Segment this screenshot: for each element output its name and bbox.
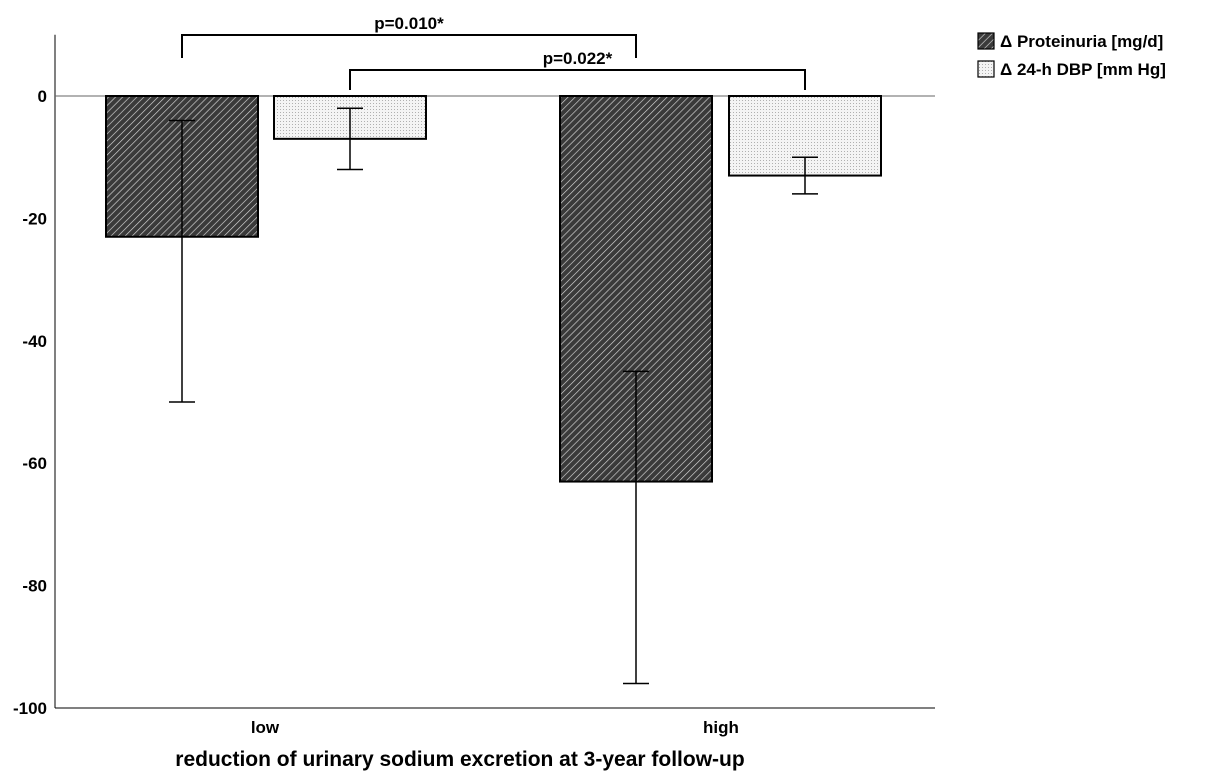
p-value-label: p=0.022* bbox=[543, 49, 613, 68]
legend-item: Δ 24-h DBP [mm Hg] bbox=[977, 60, 1166, 79]
legend: Δ Proteinuria [mg/d] Δ 24-h DBP [mm Hg] bbox=[977, 32, 1166, 79]
category-label-high: high bbox=[703, 718, 739, 737]
error-bars bbox=[169, 107, 818, 685]
legend-label: Δ 24-h DBP [mm Hg] bbox=[1000, 60, 1166, 79]
y-tick-label: -40 bbox=[22, 332, 47, 351]
legend-swatch-dotted bbox=[977, 60, 995, 78]
error-bar bbox=[792, 156, 818, 195]
category-labels: low high bbox=[251, 718, 739, 737]
error-bar bbox=[623, 370, 649, 685]
bracket-line bbox=[181, 34, 637, 58]
bracket-line bbox=[349, 69, 806, 90]
legend-label: Δ Proteinuria [mg/d] bbox=[1000, 32, 1163, 51]
p-value-label: p=0.010* bbox=[374, 14, 444, 33]
x-axis-title: reduction of urinary sodium excretion at… bbox=[175, 748, 744, 771]
category-label-low: low bbox=[251, 718, 280, 737]
error-bar bbox=[337, 107, 363, 171]
y-tick-label: -60 bbox=[22, 454, 47, 473]
significance-bracket: p=0.010* bbox=[181, 14, 637, 58]
error-bar bbox=[169, 119, 195, 403]
y-tick-label: -100 bbox=[13, 699, 47, 718]
y-tick-label: 0 bbox=[38, 87, 47, 106]
y-tick-label: -20 bbox=[22, 209, 47, 228]
legend-item: Δ Proteinuria [mg/d] bbox=[977, 32, 1163, 51]
bars bbox=[105, 95, 882, 483]
y-tick-labels: 0 -20 -40 -60 -80 -100 bbox=[13, 87, 47, 718]
y-tick-label: -80 bbox=[22, 577, 47, 596]
legend-swatch-hatched bbox=[977, 32, 995, 50]
significance-bracket: p=0.022* bbox=[349, 49, 806, 90]
significance-brackets: p=0.010* p=0.022* bbox=[181, 14, 806, 90]
